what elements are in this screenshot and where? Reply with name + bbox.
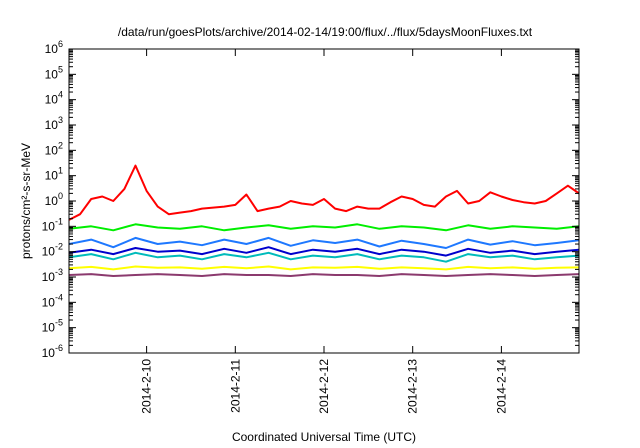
series-line-5 xyxy=(69,246,579,257)
series-line-6 xyxy=(69,265,579,271)
series-line-7 xyxy=(69,273,579,277)
series-group xyxy=(69,164,579,277)
y-tick-label: 102 xyxy=(45,140,63,157)
plot-frame xyxy=(68,48,580,354)
series-line-2 xyxy=(69,223,579,232)
x-tick-label: 2014-2-11 xyxy=(228,359,242,413)
y-tick-label: 10-4 xyxy=(42,292,63,309)
series-line-1 xyxy=(69,164,579,221)
y-axis-ticks: 10-6 10-5 10-4 10-3 10-2 10-1 100 101 102 103 104 1… xyxy=(42,39,579,360)
y-tick-label: 10-2 xyxy=(42,242,63,259)
x-tick-label: 2014-2-12 xyxy=(317,359,331,414)
x-tick-label: 2014-2-14 xyxy=(494,359,508,414)
y-tick-label: 104 xyxy=(45,90,63,107)
y-tick-label: 105 xyxy=(45,64,63,81)
chart-title: /data/run/goesPlots/archive/2014-02-14/1… xyxy=(118,25,533,39)
y-tick-label: 10-1 xyxy=(42,216,63,233)
y-tick-label: 10-6 xyxy=(42,343,63,360)
y-axis-label: protons/cm²-s-sr-MeV xyxy=(19,143,33,259)
x-tick-label: 2014-2-10 xyxy=(140,359,154,414)
y-tick-label: 106 xyxy=(45,39,63,56)
series-line-4 xyxy=(69,236,579,249)
x-axis-label: Coordinated Universal Time (UTC) xyxy=(232,430,416,444)
y-tick-label: 103 xyxy=(45,115,63,132)
x-axis-ticks: 2014-2-10 2014-2-11 2014-2-12 2014-2-13 2014… xyxy=(140,49,508,414)
y-tick-label: 101 xyxy=(45,166,63,183)
y-tick-label: 100 xyxy=(45,191,63,208)
y-tick-label: 10-3 xyxy=(42,267,63,284)
y-tick-label: 10-5 xyxy=(42,318,63,335)
series-line-3 xyxy=(69,251,579,263)
x-tick-label: 2014-2-13 xyxy=(406,359,420,414)
